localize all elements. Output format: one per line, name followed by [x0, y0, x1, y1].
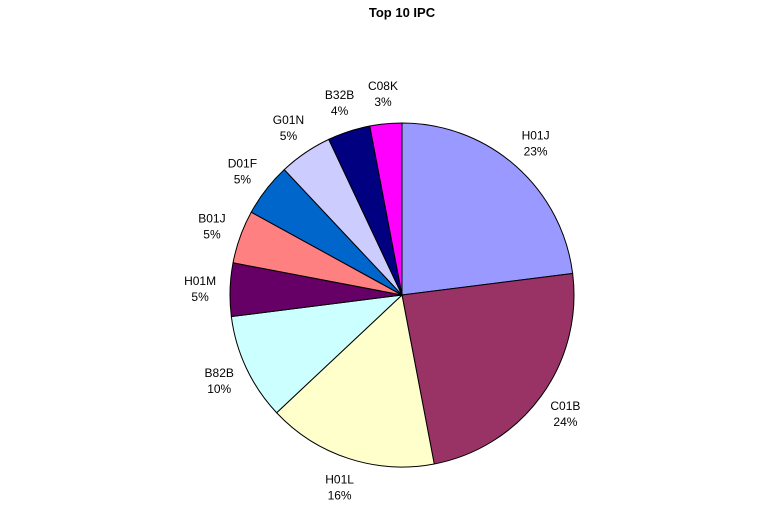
slice-value-label: 3%	[374, 95, 392, 109]
slice-value-label: 16%	[328, 488, 352, 502]
slice-label: B82B	[205, 366, 234, 380]
slice-value-label: 23%	[524, 145, 548, 159]
slice-label: C01B	[550, 399, 580, 413]
pie-slice	[401, 122, 574, 296]
slice-value-label: 10%	[207, 382, 231, 396]
slice-label: C08K	[368, 79, 398, 93]
pie-slice	[230, 294, 404, 414]
slice-value-label: 5%	[280, 129, 298, 143]
slice-label: B01J	[198, 212, 225, 226]
slice-label: B32B	[325, 88, 354, 102]
slice-value-label: 5%	[234, 172, 252, 186]
pie-slice	[275, 294, 435, 468]
slice-value-label: 5%	[203, 228, 221, 242]
slice-label: H01L	[325, 472, 354, 486]
slice-label: H01J	[522, 129, 550, 143]
slice-label: D01F	[228, 156, 257, 170]
slice-value-label: 4%	[331, 104, 349, 118]
slice-label: H01M	[184, 274, 216, 288]
slice-value-label: 24%	[553, 415, 577, 429]
slice-label: G01N	[273, 113, 304, 127]
pie-slice	[401, 272, 575, 465]
chart-title: Top 10 IPC	[369, 5, 436, 20]
pie-slice	[369, 122, 403, 296]
slice-value-label: 5%	[191, 290, 209, 304]
